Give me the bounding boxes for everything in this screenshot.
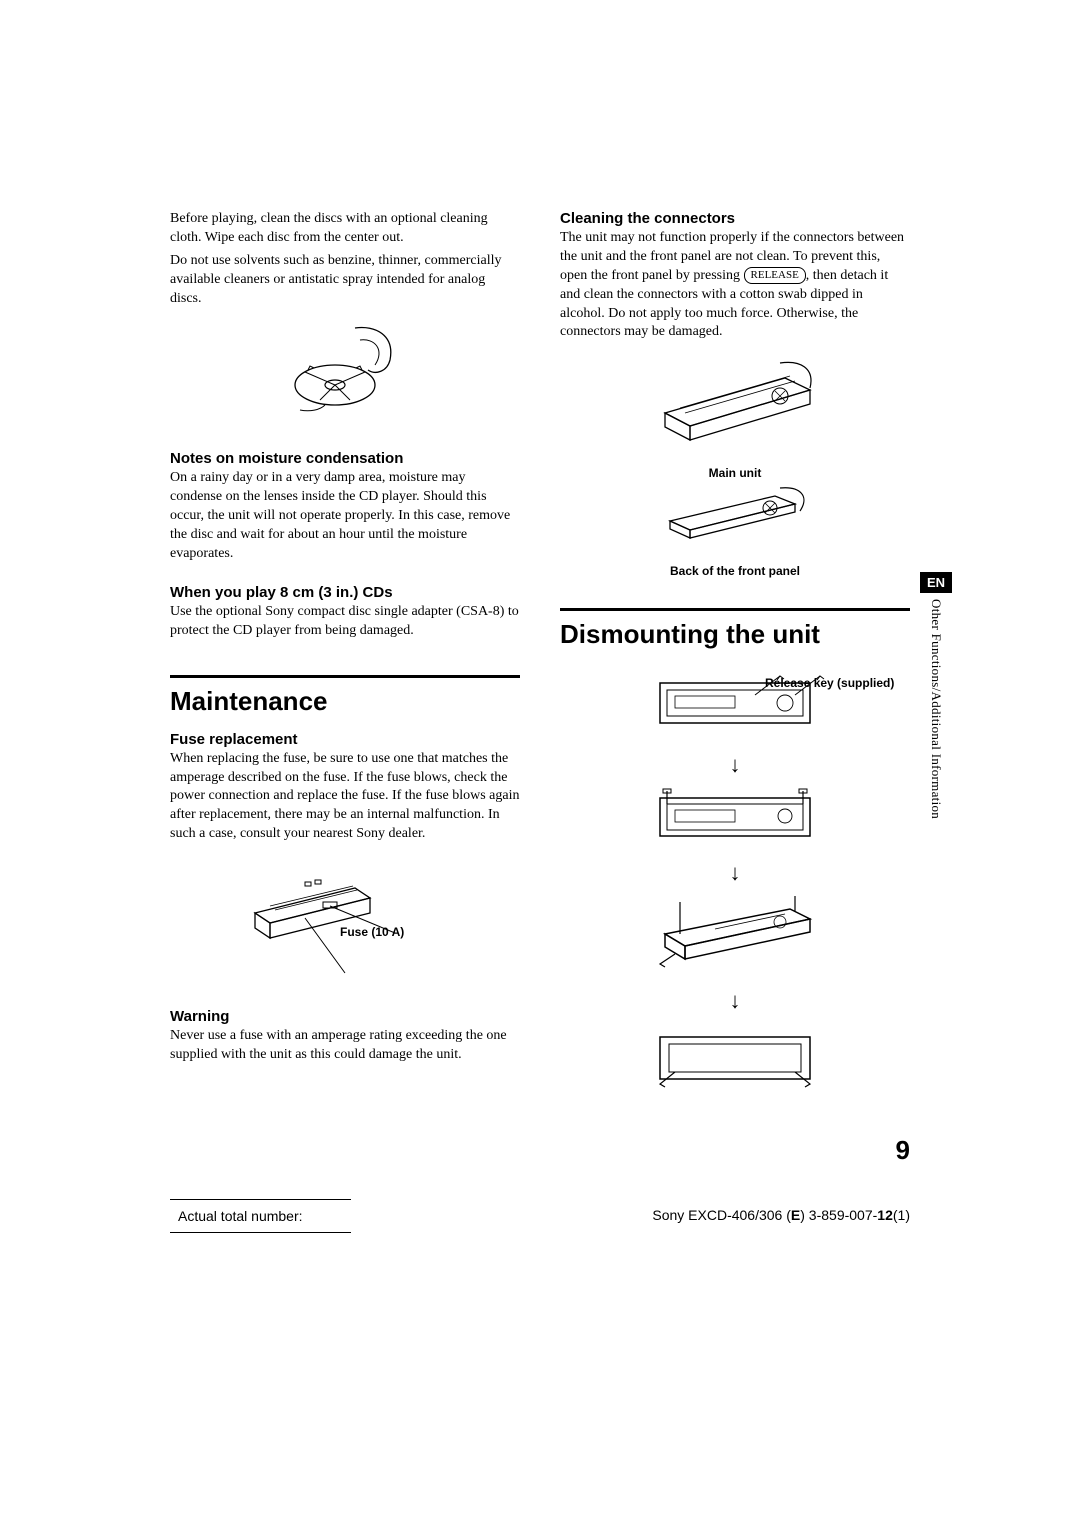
fuse-heading: Fuse replacement bbox=[170, 731, 520, 748]
moisture-body: On a rainy day or in a very damp area, m… bbox=[170, 469, 520, 563]
dismount-step-2 bbox=[560, 786, 910, 846]
release-key-label: Release key (supplied) bbox=[765, 676, 894, 690]
dismount-step-4 bbox=[560, 1022, 910, 1092]
footer: Actual total number: Sony EXCD-406/306 (… bbox=[170, 1199, 910, 1233]
footer-suffix: (1) bbox=[893, 1207, 910, 1223]
front-panel-illustration bbox=[560, 486, 910, 546]
moisture-heading: Notes on moisture condensation bbox=[170, 450, 520, 467]
footer-e: E bbox=[791, 1207, 800, 1223]
disc-illustration bbox=[170, 320, 520, 420]
release-button: RELEASE bbox=[744, 267, 806, 284]
main-unit-caption: Main unit bbox=[560, 466, 910, 480]
warning-body: Never use a fuse with an amperage rating… bbox=[170, 1027, 520, 1065]
connectors-body: The unit may not function properly if th… bbox=[560, 229, 910, 342]
footer-right: Sony EXCD-406/306 (E) 3-859-007-12(1) bbox=[652, 1199, 910, 1233]
page-number: 9 bbox=[896, 1135, 910, 1166]
page-content: Before playing, clean the discs with an … bbox=[170, 210, 910, 1106]
arrow-down-icon: ↓ bbox=[560, 862, 910, 884]
section-rule bbox=[170, 675, 520, 678]
connectors-heading: Cleaning the connectors bbox=[560, 210, 910, 227]
main-unit-illustration bbox=[560, 358, 910, 448]
intro-para-2: Do not use solvents such as benzine, thi… bbox=[170, 252, 520, 309]
side-tab: EN Other Functions/Additional Informatio… bbox=[920, 572, 952, 819]
dismount-title: Dismounting the unit bbox=[560, 619, 910, 650]
section-label-vertical: Other Functions/Additional Information bbox=[928, 599, 944, 819]
fuse-illustration: Fuse (10 A) bbox=[170, 858, 520, 978]
maintenance-title: Maintenance bbox=[170, 686, 520, 717]
cd8-body: Use the optional Sony compact disc singl… bbox=[170, 603, 520, 641]
section-rule-right bbox=[560, 608, 910, 611]
dismount-step-3 bbox=[560, 894, 910, 974]
fuse-body: When replacing the fuse, be sure to use … bbox=[170, 750, 520, 844]
footer-prefix: Sony EXCD-406/306 ( bbox=[652, 1207, 791, 1223]
footer-mid: ) 3-859-007- bbox=[800, 1207, 877, 1223]
footer-left: Actual total number: bbox=[170, 1199, 351, 1233]
back-panel-caption: Back of the front panel bbox=[560, 564, 910, 578]
arrow-down-icon: ↓ bbox=[560, 754, 910, 776]
dismount-step-1: Release key (supplied) bbox=[560, 668, 910, 738]
intro-para-1: Before playing, clean the discs with an … bbox=[170, 210, 520, 248]
footer-bold: 12 bbox=[877, 1207, 893, 1223]
fuse-label: Fuse (10 A) bbox=[340, 925, 404, 939]
right-column: Cleaning the connectors The unit may not… bbox=[560, 210, 910, 1106]
cd8-heading: When you play 8 cm (3 in.) CDs bbox=[170, 584, 520, 601]
arrow-down-icon: ↓ bbox=[560, 990, 910, 1012]
warning-heading: Warning bbox=[170, 1008, 520, 1025]
language-badge: EN bbox=[920, 572, 952, 593]
left-column: Before playing, clean the discs with an … bbox=[170, 210, 520, 1106]
